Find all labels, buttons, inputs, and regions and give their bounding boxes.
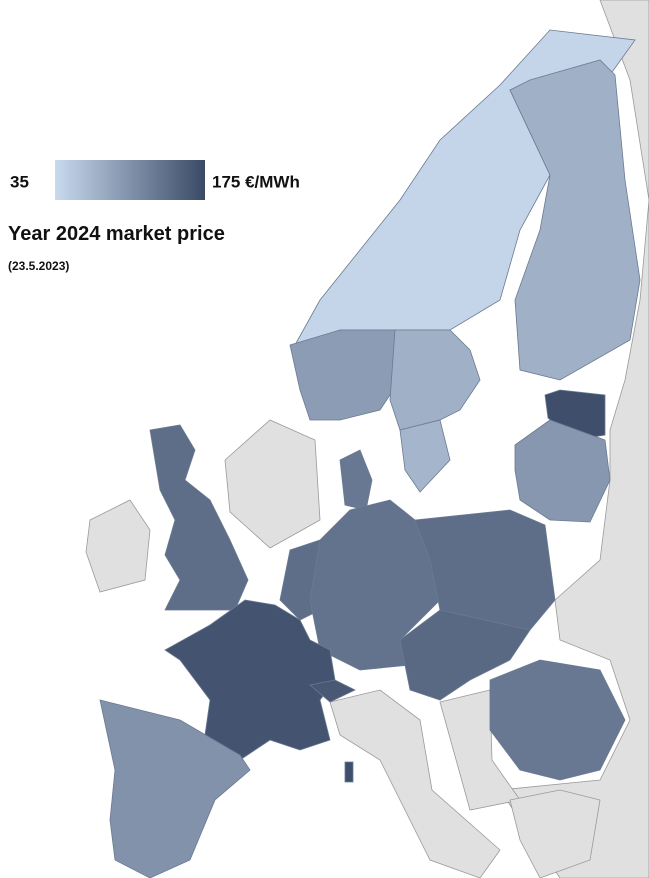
region <box>390 330 480 430</box>
region <box>510 60 640 380</box>
scale-min-label: 35 <box>10 172 29 191</box>
map-title: Year 2024 market price <box>8 223 225 245</box>
region <box>340 450 372 510</box>
map-subtitle: (23.5.2023) <box>8 259 69 273</box>
region <box>345 762 353 782</box>
region <box>415 510 555 630</box>
scale-max-label: 175 €/MWh <box>212 172 300 191</box>
land <box>225 420 320 548</box>
region <box>290 330 400 420</box>
color-scale <box>55 160 205 200</box>
land <box>86 500 150 592</box>
map: 35 175 €/MWh Year 2024 market price (23.… <box>0 0 649 878</box>
region <box>400 420 450 492</box>
region <box>490 660 625 780</box>
